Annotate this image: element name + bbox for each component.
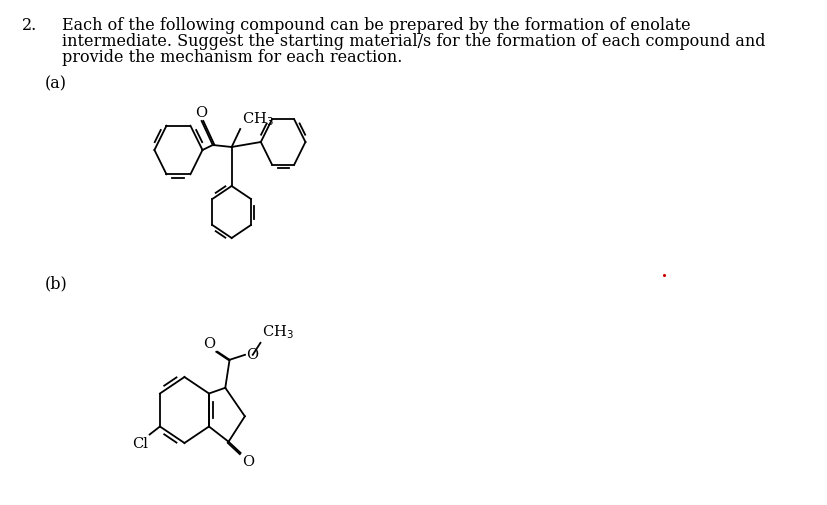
Text: provide the mechanism for each reaction.: provide the mechanism for each reaction. (62, 49, 402, 66)
Text: CH$_3$: CH$_3$ (241, 110, 274, 128)
Text: O: O (246, 348, 258, 362)
Text: O: O (242, 455, 254, 469)
Text: (b): (b) (45, 275, 67, 292)
Text: intermediate. Suggest the starting material/s for the formation of each compound: intermediate. Suggest the starting mater… (62, 33, 764, 50)
Text: CH$_3$: CH$_3$ (262, 323, 294, 341)
Text: 2.: 2. (22, 17, 36, 34)
Text: O: O (194, 106, 207, 120)
Text: Cl: Cl (131, 436, 148, 450)
Text: (a): (a) (45, 75, 66, 92)
Text: Each of the following compound can be prepared by the formation of enolate: Each of the following compound can be pr… (62, 17, 690, 34)
Text: O: O (203, 337, 215, 351)
